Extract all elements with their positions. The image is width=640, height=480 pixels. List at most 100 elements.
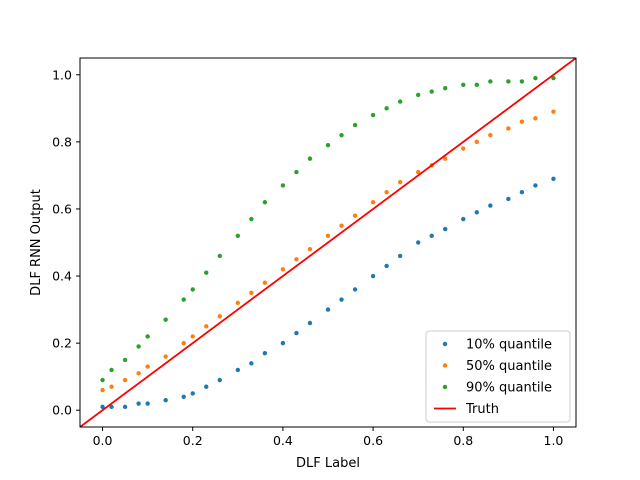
50-quantile-point: [326, 234, 330, 238]
50-quantile-point: [191, 334, 195, 338]
legend-label-10-quantile: 10% quantile: [466, 338, 552, 353]
90-quantile-point: [416, 93, 420, 97]
90-quantile-point: [204, 270, 208, 274]
50-quantile-point: [281, 267, 285, 271]
y-tick-label: 1.0: [52, 67, 72, 82]
90-quantile-point: [326, 143, 330, 147]
x-tick-label: 0.6: [363, 433, 383, 448]
10-quantile-point: [123, 405, 127, 409]
10-quantile-point: [145, 401, 149, 405]
90-quantile-point: [123, 358, 127, 362]
x-tick-label: 1.0: [544, 433, 564, 448]
90-quantile-point: [371, 113, 375, 117]
90-quantile-point: [145, 334, 149, 338]
50-quantile-point: [163, 354, 167, 358]
y-axis-label: DLF RNN Output: [29, 189, 44, 296]
50-quantile-point: [308, 247, 312, 251]
90-quantile-point: [294, 170, 298, 174]
10-quantile-point: [294, 331, 298, 335]
50-quantile-point: [249, 291, 253, 295]
y-tick-label: 0.0: [52, 403, 72, 418]
y-tick-label: 0.4: [52, 269, 72, 284]
50-quantile-point: [506, 126, 510, 130]
90-quantile-point: [475, 83, 479, 87]
90-quantile-point: [488, 79, 492, 83]
10-quantile-point: [191, 391, 195, 395]
10-quantile-point: [163, 398, 167, 402]
legend-swatch-90-quantile: [443, 385, 447, 389]
legend-swatch-50-quantile: [443, 363, 447, 367]
90-quantile-point: [533, 76, 537, 80]
90-quantile-point: [520, 79, 524, 83]
x-tick-label: 0.8: [453, 433, 473, 448]
10-quantile-point: [416, 240, 420, 244]
90-quantile-point: [398, 99, 402, 103]
90-quantile-point: [249, 217, 253, 221]
90-quantile-point: [430, 89, 434, 93]
50-quantile-point: [339, 224, 343, 228]
50-quantile-point: [520, 120, 524, 124]
legend-label-truth: Truth: [465, 402, 499, 417]
50-quantile-point: [182, 341, 186, 345]
90-quantile-point: [384, 106, 388, 110]
90-quantile-point: [100, 378, 104, 382]
50-quantile-point: [551, 109, 555, 113]
y-tick-label: 0.2: [52, 336, 72, 351]
50-quantile-point: [263, 281, 267, 285]
90-quantile-point: [339, 133, 343, 137]
90-quantile-point: [109, 368, 113, 372]
10-quantile-point: [398, 254, 402, 258]
50-quantile-point: [475, 140, 479, 144]
10-quantile-point: [475, 210, 479, 214]
50-quantile-point: [461, 146, 465, 150]
10-quantile-point: [488, 203, 492, 207]
legend: 10% quantile 50% quantile 90% quantile Trut…: [426, 331, 570, 422]
10-quantile-point: [371, 274, 375, 278]
90-quantile-point: [263, 200, 267, 204]
x-tick-label: 0.4: [273, 433, 293, 448]
50-quantile-point: [136, 371, 140, 375]
legend-swatch-10-quantile: [443, 342, 447, 346]
90-quantile-point: [136, 344, 140, 348]
50-quantile-point: [533, 116, 537, 120]
10-quantile-point: [551, 177, 555, 181]
legend-label-50-quantile: 50% quantile: [466, 359, 552, 374]
90-quantile-point: [353, 123, 357, 127]
10-quantile-point: [249, 361, 253, 365]
x-tick-label: 0.0: [93, 433, 113, 448]
50-quantile-point: [384, 190, 388, 194]
90-quantile-point: [182, 297, 186, 301]
50-quantile-point: [100, 388, 104, 392]
90-quantile-point: [506, 79, 510, 83]
50-quantile-point: [353, 213, 357, 217]
10-quantile-point: [533, 183, 537, 187]
90-quantile-point: [236, 234, 240, 238]
10-quantile-point: [506, 197, 510, 201]
10-quantile-point: [461, 217, 465, 221]
10-quantile-point: [236, 368, 240, 372]
10-quantile-point: [430, 234, 434, 238]
10-quantile-point: [520, 190, 524, 194]
10-quantile-point: [281, 341, 285, 345]
90-quantile-point: [443, 86, 447, 90]
90-quantile-point: [163, 317, 167, 321]
10-quantile-point: [204, 385, 208, 389]
x-tick-label: 0.2: [183, 433, 203, 448]
10-quantile-point: [263, 351, 267, 355]
50-quantile-point: [145, 364, 149, 368]
x-axis-label: DLF Label: [296, 456, 360, 471]
90-quantile-point: [191, 287, 195, 291]
50-quantile-point: [398, 180, 402, 184]
50-quantile-point: [294, 257, 298, 261]
10-quantile-point: [182, 395, 186, 399]
50-quantile-point: [204, 324, 208, 328]
90-quantile-point: [218, 254, 222, 258]
50-quantile-point: [371, 200, 375, 204]
50-quantile-point: [218, 314, 222, 318]
10-quantile-point: [218, 378, 222, 382]
y-tick-label: 0.8: [52, 134, 72, 149]
10-quantile-point: [443, 227, 447, 231]
10-quantile-point: [339, 297, 343, 301]
50-quantile-point: [488, 133, 492, 137]
